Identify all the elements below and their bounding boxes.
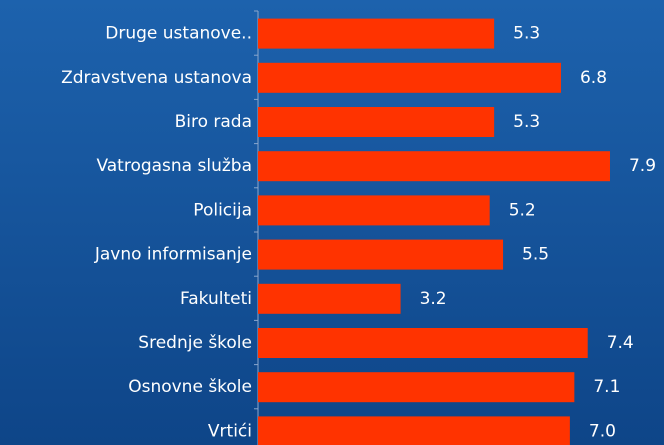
value-label: 5.5: [522, 245, 549, 265]
bar: [258, 18, 495, 49]
y-tick-label: Fakulteti: [180, 289, 252, 309]
bar: [258, 239, 504, 270]
bar: [258, 107, 495, 137]
y-tick-label: Javno informisanje: [94, 245, 252, 265]
bar: [258, 62, 561, 93]
y-tick-label: Srednje škole: [138, 333, 252, 353]
y-tick-label: Osnovne škole: [128, 377, 252, 397]
value-label: 7.0: [589, 421, 616, 441]
value-label: 7.9: [629, 156, 656, 176]
bar: [258, 283, 401, 314]
bar: [258, 372, 575, 403]
value-label: 7.1: [593, 377, 620, 397]
value-label: 5.3: [513, 24, 540, 44]
bar: [258, 416, 570, 445]
value-label: 5.2: [509, 200, 536, 220]
value-label: 6.8: [580, 68, 607, 88]
value-label: 3.2: [420, 289, 447, 309]
value-label: 7.4: [607, 333, 634, 353]
y-tick-label: Vatrogasna služba: [96, 156, 252, 176]
y-tick-label: Policija: [193, 200, 252, 220]
y-tick-label: Biro rada: [175, 112, 252, 132]
y-tick-label: Druge ustanove..: [105, 24, 252, 44]
y-tick-label: Zdravstvena ustanova: [61, 68, 252, 88]
bar: [258, 328, 588, 358]
value-label: 5.3: [513, 112, 540, 132]
bar: [258, 195, 490, 226]
bar: [258, 151, 610, 182]
y-tick-label: Vrtići: [208, 421, 252, 441]
